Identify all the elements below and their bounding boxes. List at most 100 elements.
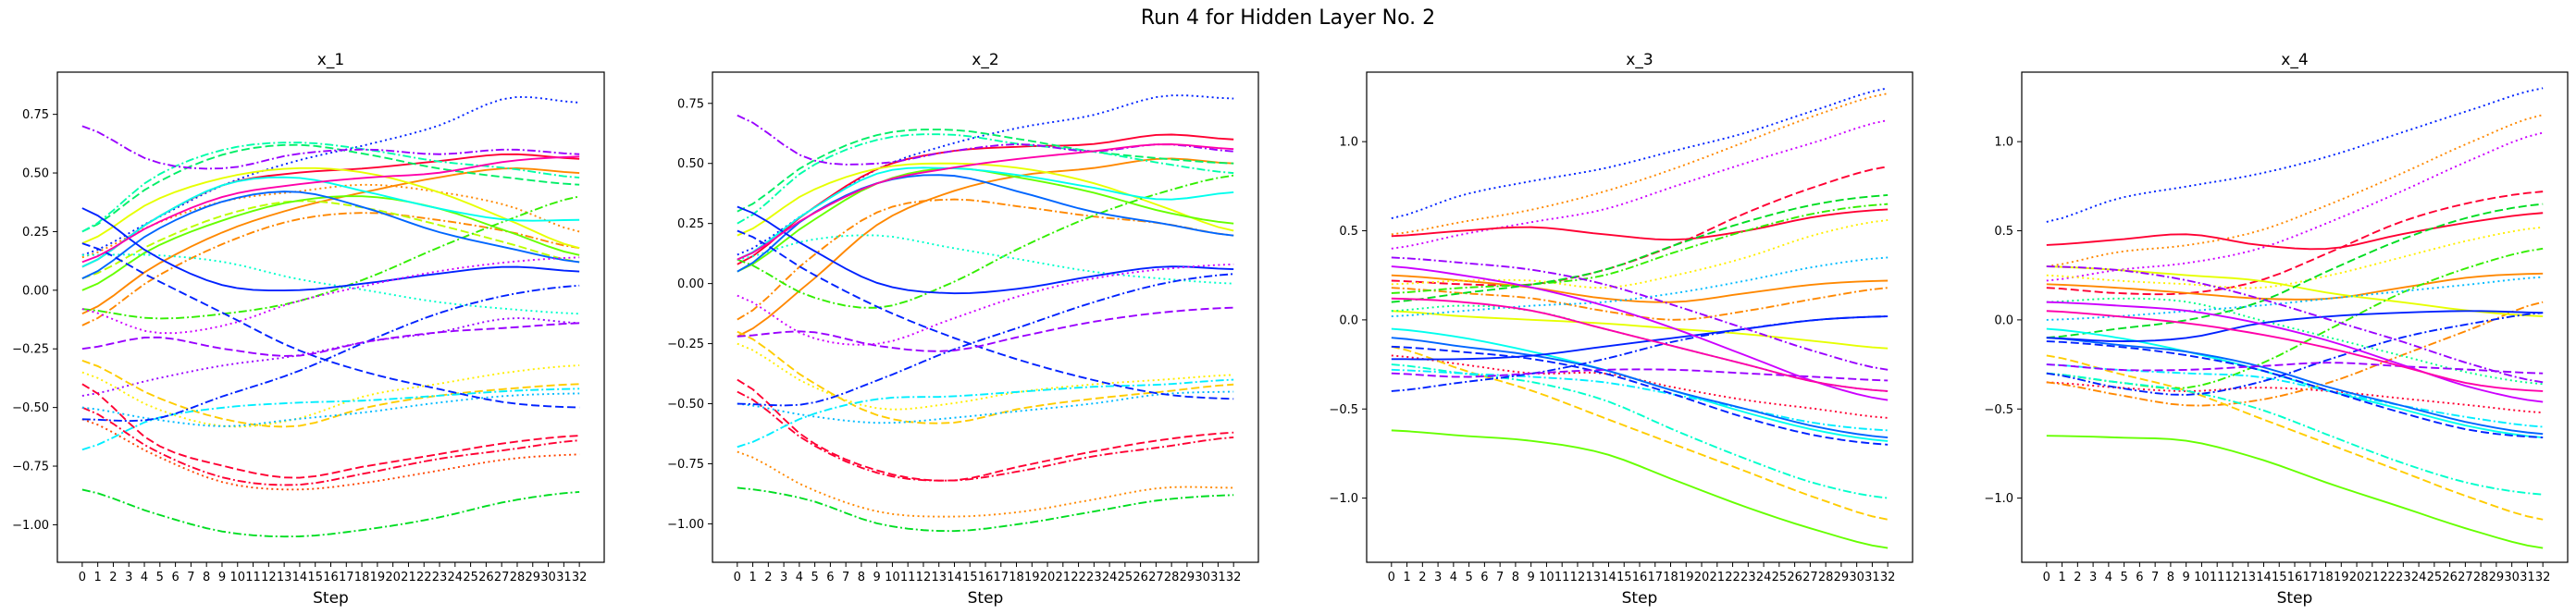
- x-tick-label: 21: [1056, 571, 1071, 584]
- x-tick-label: 21: [1710, 571, 1726, 584]
- series-line-2: [737, 450, 1234, 518]
- series-line-8: [737, 330, 1234, 424]
- series-line-15: [81, 195, 580, 320]
- x-tick-label: 17: [1647, 571, 1663, 584]
- series-group: [1391, 87, 1889, 549]
- x-tick-label: 23: [1740, 571, 1756, 584]
- y-tick-label: −0.75: [12, 461, 49, 474]
- series-line-22: [1391, 345, 1889, 446]
- y-tick-label: 0.75: [677, 97, 704, 111]
- x-tick-label: 3: [1434, 571, 1442, 584]
- y-tick-label: −0.75: [667, 458, 704, 472]
- series-line-11: [1391, 310, 1889, 350]
- x-tick-label: 2: [2074, 571, 2081, 584]
- x-tick-label: 12: [2225, 571, 2241, 584]
- x-tick-label: 9: [873, 571, 881, 584]
- x-tick-label: 10: [885, 571, 900, 584]
- x-tick-label: 8: [203, 571, 210, 584]
- x-tick-label: 30: [1849, 571, 1864, 584]
- series-line-8: [2046, 301, 2544, 407]
- subplot-title: x_1: [317, 51, 344, 69]
- x-tick-label: 21: [401, 571, 416, 584]
- x-tick-label: 20: [1040, 571, 1056, 584]
- x-tick-label: 4: [2105, 571, 2112, 584]
- series-line-8: [81, 166, 580, 315]
- series-line-14: [2046, 203, 2544, 339]
- series-line-21: [81, 387, 580, 451]
- x-tick-label: 25: [1772, 571, 1788, 584]
- x-tick-label: 23: [432, 571, 448, 584]
- series-line-1: [737, 94, 1234, 256]
- x-tick-label: 19: [1024, 571, 1040, 584]
- x-tick-label: 7: [842, 571, 849, 584]
- series-line-29: [81, 256, 580, 335]
- x-tick-label: 22: [1071, 571, 1086, 584]
- x-tick-label: 7: [1496, 571, 1504, 584]
- x-tick-label: 25: [463, 571, 478, 584]
- series-line-12: [737, 174, 1234, 309]
- x-tick-label: 31: [2520, 571, 2535, 584]
- x-tick-label: 14: [2256, 571, 2272, 584]
- y-tick-label: −0.25: [667, 338, 704, 351]
- series-line-24: [1391, 256, 1889, 371]
- y-tick-label: 0.25: [22, 226, 49, 240]
- series-line-8: [1391, 287, 1889, 321]
- x-tick-label: 13: [2240, 571, 2256, 584]
- x-tick-label: 15: [962, 571, 978, 584]
- x-tick-label: 28: [2473, 571, 2489, 584]
- x-tick-label: 29: [1834, 571, 1850, 584]
- series-line-9: [1391, 345, 1889, 521]
- series-line-1: [1391, 87, 1889, 219]
- x-axis-label: Step: [968, 589, 1004, 608]
- y-tick-label: 0.75: [22, 108, 49, 122]
- y-tick-label: −1.0: [1329, 492, 1358, 506]
- series-line-23: [2046, 312, 2544, 396]
- series-line-27: [81, 125, 580, 170]
- x-tick-label: 30: [1195, 571, 1210, 584]
- series-line-4: [81, 153, 580, 268]
- x-tick-label: 13: [277, 571, 292, 584]
- series-line-17: [2046, 327, 2544, 439]
- series-line-1: [2046, 87, 2544, 223]
- y-tick-label: 0.5: [1994, 225, 2013, 239]
- x-tick-label: 7: [2151, 571, 2159, 584]
- series-line-9: [81, 212, 580, 326]
- x-tick-label: 31: [1864, 571, 1880, 584]
- x-tick-label: 26: [478, 571, 494, 584]
- series-group: [81, 95, 580, 538]
- series-line-14: [737, 129, 1234, 213]
- x-tick-label: 18: [1009, 571, 1024, 584]
- y-tick-label: 0.50: [677, 157, 704, 171]
- x-tick-label: 31: [556, 571, 572, 584]
- x-tick-label: 14: [1601, 571, 1616, 584]
- x-tick-label: 1: [1403, 571, 1410, 584]
- series-line-24: [2046, 265, 2544, 384]
- series-line-3: [2046, 131, 2544, 282]
- series-line-21: [737, 205, 1234, 295]
- x-tick-label: 19: [1678, 571, 1694, 584]
- x-tick-label: 14: [947, 571, 962, 584]
- y-tick-label: −1.00: [12, 519, 49, 533]
- x-tick-label: 8: [1512, 571, 1519, 584]
- series-line-4: [2046, 212, 2544, 251]
- x-tick-label: 10: [2194, 571, 2210, 584]
- x-tick-label: 0: [1388, 571, 1395, 584]
- x-tick-label: 29: [525, 571, 540, 584]
- x-tick-label: 6: [2136, 571, 2143, 584]
- x-tick-label: 6: [171, 571, 179, 584]
- series-line-13: [1391, 203, 1889, 294]
- series-line-3: [1391, 119, 1889, 250]
- series-line-14: [81, 195, 580, 291]
- x-tick-label: 16: [978, 571, 994, 584]
- x-tick-label: 25: [1118, 571, 1133, 584]
- x-tick-label: 5: [1465, 571, 1472, 584]
- y-tick-label: −1.00: [667, 518, 704, 532]
- x-tick-label: 0: [734, 571, 741, 584]
- series-line-27: [2046, 310, 2544, 392]
- x-tick-label: 15: [1616, 571, 1632, 584]
- series-line-16: [737, 234, 1234, 285]
- y-tick-label: 0.5: [1339, 225, 1358, 239]
- x-tick-label: 4: [796, 571, 803, 584]
- series-line-5: [81, 383, 580, 479]
- y-tick-label: −0.50: [12, 401, 49, 415]
